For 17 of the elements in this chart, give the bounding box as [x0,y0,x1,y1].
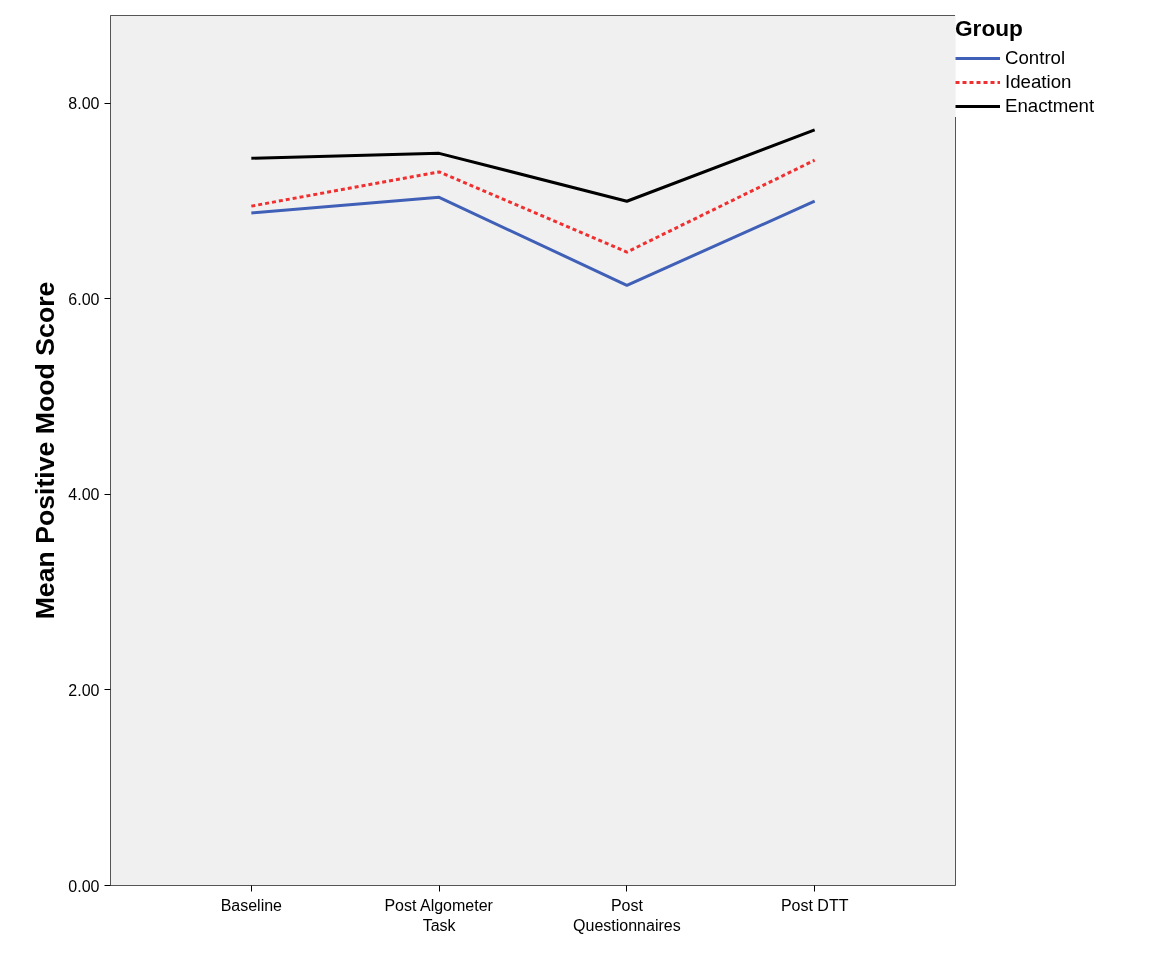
y-axis-title: Mean Positive Mood Score [30,281,61,620]
legend-label: Control [1005,47,1066,69]
y-tick-label: 4.00 [68,486,100,504]
line-series [249,128,817,203]
y-tick-label: 2.00 [68,681,100,699]
line-series [249,195,817,287]
x-tick-label: Post DTT [780,896,849,914]
y-tick-label: 0.00 [68,877,100,895]
x-tick-label: Post Questionnaires [573,896,681,934]
x-tick-label: Post Algometer Task [384,896,494,934]
line-series [249,158,817,254]
legend-label: Ideation [1005,71,1072,93]
y-tick-label: 6.00 [68,290,100,308]
legend-label: Enactment [1005,95,1095,117]
y-tick-label: 8.00 [68,95,100,113]
legend-title: Group [955,15,1024,42]
x-tick-label: Baseline [220,896,283,914]
